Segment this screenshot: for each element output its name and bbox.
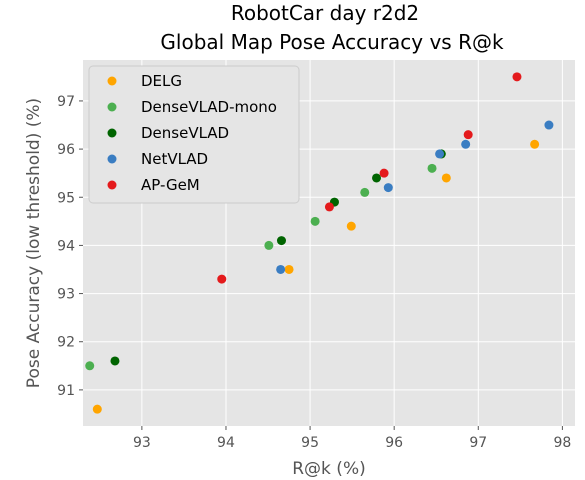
point-densevlad-mono	[85, 361, 95, 371]
y-tick-label: 92	[57, 335, 75, 351]
point-ap-gem	[217, 274, 227, 284]
x-tick-label: 96	[385, 435, 403, 451]
legend: DELG DenseVLAD-mono DenseVLAD NetVLAD AP-GeM	[88, 65, 300, 204]
point-densevlad-mono	[310, 216, 320, 226]
point-densevlad-mono	[264, 240, 274, 250]
point-delg	[346, 221, 356, 231]
legend-label-densevlad-mono: DenseVLAD-mono	[141, 98, 277, 116]
point-densevlad	[110, 356, 120, 366]
y-tick-label: 97	[57, 94, 75, 110]
x-tick-label: 93	[133, 435, 151, 451]
legend-label-densevlad: DenseVLAD	[141, 124, 229, 142]
point-netvlad	[461, 139, 471, 149]
point-ap-gem	[379, 168, 389, 178]
y-axis-label: Pose Accuracy (low threshold) (%)	[24, 98, 44, 388]
x-tick-label: 95	[301, 435, 319, 451]
legend-marker-ap-gem	[107, 180, 117, 190]
data-points	[85, 72, 554, 414]
point-ap-gem	[463, 130, 473, 140]
x-tick-labels: 93 94 95 96 97 98	[133, 426, 571, 451]
y-tick-label: 91	[57, 383, 75, 399]
point-ap-gem	[324, 202, 334, 212]
y-tick-label: 95	[57, 190, 75, 206]
legend-marker-delg	[107, 76, 117, 86]
point-densevlad-mono	[360, 187, 370, 197]
x-tick-label: 98	[553, 435, 571, 451]
point-netvlad	[435, 149, 445, 159]
legend-box	[88, 65, 300, 204]
legend-marker-densevlad	[107, 128, 117, 138]
grid-lines	[83, 60, 575, 426]
legend-label-ap-gem: AP-GeM	[141, 176, 200, 194]
y-tick-label: 96	[57, 142, 75, 158]
point-delg	[530, 139, 540, 149]
legend-label-delg: DELG	[141, 72, 182, 90]
x-axis-label: R@k (%)	[292, 459, 365, 479]
y-tick-label: 93	[57, 287, 75, 303]
point-netvlad	[276, 264, 286, 274]
point-delg	[284, 264, 294, 274]
legend-label-netvlad: NetVLAD	[141, 150, 208, 168]
y-tick-label: 94	[57, 238, 75, 254]
point-ap-gem	[512, 72, 522, 82]
point-netvlad	[383, 183, 393, 193]
legend-marker-netvlad	[107, 154, 117, 164]
point-netvlad	[544, 120, 554, 130]
chart-subtitle: Global Map Pose Accuracy vs R@k	[160, 30, 504, 54]
legend-marker-densevlad-mono	[107, 102, 117, 112]
y-tick-labels: 91 92 93 94 95 96 97	[57, 94, 83, 399]
point-delg	[92, 404, 102, 414]
point-densevlad-mono	[427, 163, 437, 173]
point-densevlad	[276, 236, 286, 246]
x-tick-label: 97	[469, 435, 487, 451]
point-densevlad	[372, 173, 382, 183]
x-tick-label: 94	[217, 435, 235, 451]
point-delg	[441, 173, 451, 183]
chart-title: RobotCar day r2d2	[231, 1, 419, 25]
